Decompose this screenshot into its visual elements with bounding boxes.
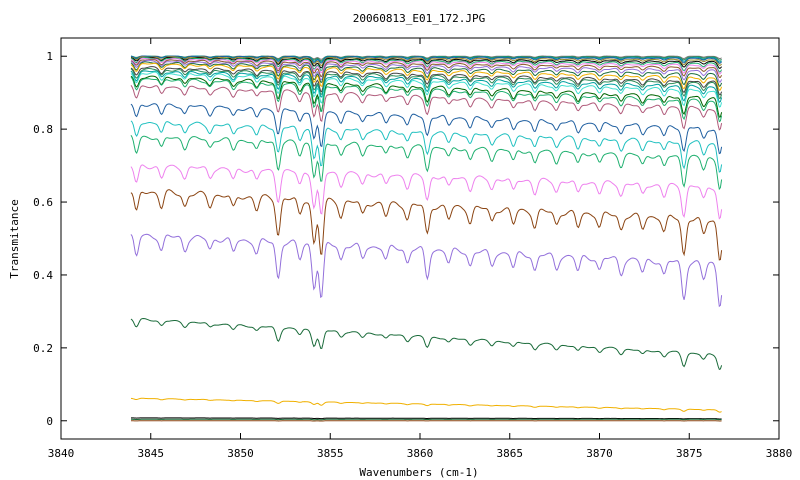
- y-tick-label: 0.2: [33, 342, 53, 355]
- x-tick-label: 3840: [48, 447, 75, 460]
- y-tick-label: 1: [46, 50, 53, 63]
- series-line: [130, 317, 723, 371]
- series-line: [130, 55, 722, 64]
- series-line: [130, 85, 723, 131]
- chart-title: 20060813_E01_172.JPG: [353, 12, 485, 25]
- y-axis-label: Transmitance: [8, 199, 21, 278]
- series-line: [130, 59, 723, 78]
- x-tick-label: 3865: [497, 447, 524, 460]
- axis-ticks: 3840 3845 3850 3855 3860 3865 3870 3875 3880 0 0.2…: [33, 38, 792, 460]
- series-line: [130, 75, 723, 118]
- x-tick-label: 3855: [317, 447, 344, 460]
- series-line: [130, 57, 723, 75]
- x-tick-label: 3850: [227, 447, 254, 460]
- x-axis-label: Wavenumbers (cm-1): [359, 466, 478, 479]
- series-line: [130, 397, 722, 413]
- series-layer: [130, 55, 723, 422]
- series-line: [130, 57, 723, 73]
- series-line: [130, 71, 723, 108]
- series-line: [130, 62, 723, 91]
- x-tick-label: 3845: [138, 447, 165, 460]
- series-line: [130, 135, 723, 191]
- x-tick-label: 3875: [676, 447, 703, 460]
- x-tick-label: 3870: [586, 447, 613, 460]
- series-line: [130, 76, 723, 123]
- y-tick-label: 0.4: [33, 269, 53, 282]
- series-line: [130, 120, 723, 173]
- series-line: [130, 189, 723, 261]
- y-tick-label: 0.6: [33, 196, 53, 209]
- series-line: [131, 417, 722, 420]
- series-line: [130, 57, 722, 69]
- series-line: [130, 68, 723, 99]
- series-line: [130, 66, 723, 96]
- series-line: [130, 70, 723, 103]
- series-line: [130, 164, 723, 220]
- x-tick-label: 3880: [766, 447, 793, 460]
- series-line: [130, 233, 723, 308]
- series-line: [130, 59, 723, 83]
- series-line: [130, 61, 723, 87]
- y-tick-label: 0.8: [33, 123, 53, 136]
- series-line: [130, 56, 722, 66]
- y-tick-label: 0: [46, 415, 53, 428]
- plot-frame: [60, 37, 780, 440]
- series-line: [130, 103, 723, 155]
- x-tick-label: 3860: [407, 447, 434, 460]
